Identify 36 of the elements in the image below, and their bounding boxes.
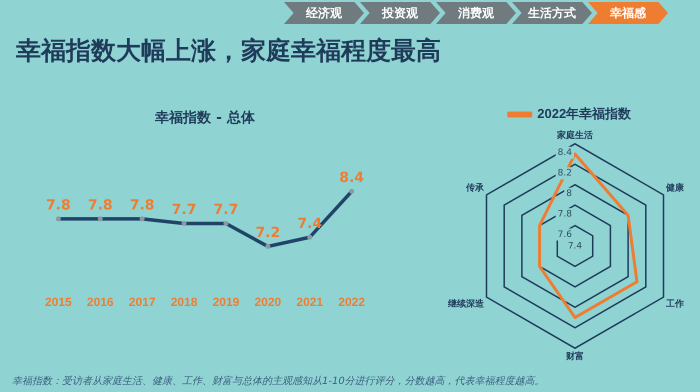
data-label: 7.7	[172, 202, 196, 218]
data-label: 7.8	[130, 198, 155, 214]
x-tick-label: 2019	[212, 295, 240, 310]
x-tick-label: 2021	[296, 295, 324, 310]
data-label: 7.8	[88, 198, 113, 214]
x-tick-label: 2016	[86, 295, 114, 310]
spoke-label: 继续深造	[446, 298, 485, 308]
spoke-label: 财富	[565, 351, 584, 362]
text: 幸福指数大幅上涨，家庭幸福程度最高	[16, 35, 441, 67]
y-tick-label: 8.4	[558, 148, 572, 158]
spoke-label: 家庭生活	[556, 130, 593, 140]
data-label: 7.2	[255, 225, 280, 242]
spoke-label: 传承	[464, 182, 485, 192]
text: 经济观	[284, 2, 364, 24]
text: 生活方式	[512, 2, 592, 24]
x-tick-label: 2015	[44, 295, 72, 310]
y-tick-label: 7.6	[558, 230, 572, 240]
legend-label: 2022年幸福指数	[537, 106, 632, 122]
x-tick-label: 2022	[338, 295, 366, 310]
x-tick-label: 2018	[170, 295, 198, 310]
data-label: 7.4	[297, 216, 322, 232]
text: 消费观	[436, 2, 516, 24]
spoke-label: 健康	[665, 182, 686, 192]
spoke-label: 工作	[665, 298, 684, 308]
text: 幸福指数：受访者从家庭生活、健康、工作、财富与总体的主观感知从1-10分进行评分，分数越高，代表幸福程度越高。	[12, 374, 545, 388]
text: 投资观	[360, 2, 440, 24]
chart-title: 幸福指数 - 总体	[154, 109, 256, 126]
data-label: 7.8	[46, 198, 71, 214]
x-tick-label: 2020	[254, 295, 282, 310]
y-tick-label: 8	[566, 189, 572, 200]
x-tick-label: 2017	[128, 295, 156, 310]
y-tick-label: 8.2	[558, 168, 572, 179]
data-label: 7.7	[214, 202, 238, 218]
data-label: 8.4	[339, 170, 364, 186]
y-tick-label: 7.8	[558, 209, 572, 220]
text: 幸福感	[588, 2, 668, 24]
